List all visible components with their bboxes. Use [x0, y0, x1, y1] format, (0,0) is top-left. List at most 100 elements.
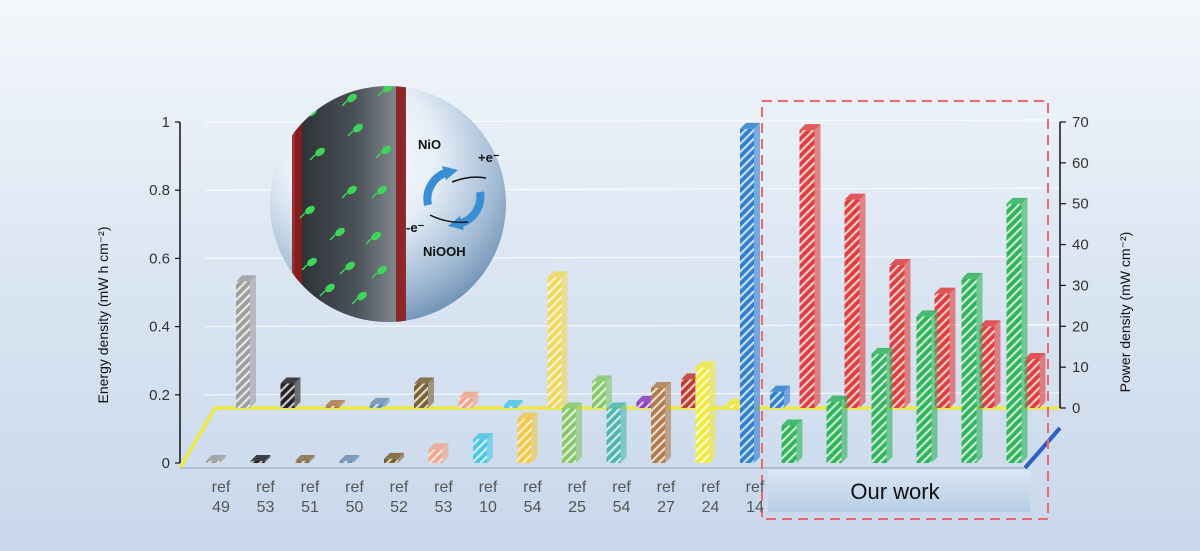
our-work-energy-bar	[1006, 197, 1028, 463]
left-axis-ticks: 0 0.2 0.4 0.6 0.8 1	[149, 114, 180, 472]
left-axis-title: Energy density (mW h cm⁻²)	[95, 227, 111, 404]
our-work-energy-bar	[871, 347, 893, 463]
energy-bar	[651, 381, 671, 463]
inset-sphere: NiO +e⁻ -e⁻ NiOOH	[270, 86, 506, 322]
energy-bar	[295, 454, 315, 463]
right-floor-edge	[1023, 426, 1062, 470]
electrode-red-right	[396, 86, 406, 322]
category-label-ref: ref	[390, 479, 409, 496]
ion-particle	[305, 205, 315, 215]
category-label-number: 54	[613, 499, 631, 516]
right-tick-label: 10	[1072, 359, 1089, 376]
power-bar	[414, 377, 434, 408]
category-label-number: 52	[390, 499, 408, 516]
left-tick-label: 0.8	[149, 182, 170, 199]
ion-particle	[345, 261, 355, 271]
left-tick-label: 0.2	[149, 387, 170, 404]
ion-particle	[347, 93, 357, 103]
ion-particle	[325, 283, 335, 293]
ion-tail	[341, 100, 348, 107]
inset-bottom-label: NiOOH	[423, 244, 466, 259]
category-label-ref: ref	[345, 479, 364, 496]
inset-plus-label: +e⁻	[478, 150, 500, 165]
ion-tail	[365, 238, 372, 245]
category-label-number: 49	[212, 499, 230, 516]
right-tick-label: 70	[1072, 114, 1089, 131]
inset-top-label: NiO	[418, 137, 441, 152]
category-label-number: 53	[257, 499, 275, 516]
right-axis-title: Power density (mW cm⁻²)	[1117, 232, 1133, 393]
category-label-number: 54	[524, 499, 542, 516]
category-label-number: 10	[479, 499, 497, 516]
ion-tail	[347, 130, 354, 137]
category-label-ref: ref	[434, 479, 453, 496]
category-label-ref: ref	[479, 479, 498, 496]
energy-bar	[250, 454, 271, 463]
category-label-ref: ref	[746, 479, 765, 496]
power-bar	[547, 271, 568, 408]
our-work-label-box	[768, 470, 1030, 512]
ion-tail	[371, 272, 378, 279]
category-label-ref: ref	[701, 479, 720, 496]
ion-particles	[299, 86, 393, 305]
right-tick-label: 40	[1072, 237, 1089, 254]
left-tick-label: 0.6	[149, 250, 170, 267]
our-work-power-bar	[889, 259, 911, 408]
our-work-energy-bar	[781, 419, 803, 463]
category-label-number: 51	[301, 499, 319, 516]
ion-tail	[377, 90, 384, 97]
energy-bar	[428, 443, 449, 463]
right-tick-label: 0	[1072, 400, 1080, 417]
category-label-ref: ref	[523, 479, 542, 496]
category-label-number: 50	[346, 499, 364, 516]
ion-tail	[351, 298, 358, 305]
ion-particle	[335, 227, 345, 237]
energy-bar	[206, 454, 226, 463]
power-bar	[369, 397, 390, 408]
ion-tail	[309, 154, 316, 161]
right-tick-label: 60	[1072, 155, 1089, 172]
energy-bar	[339, 454, 360, 463]
power-bar	[592, 375, 612, 408]
category-label-number: 53	[435, 499, 453, 516]
category-label-ref: ref	[612, 479, 631, 496]
ion-particle	[315, 147, 325, 157]
power-bar	[280, 377, 301, 408]
ion-particle	[381, 145, 391, 155]
right-tick-label: 50	[1072, 196, 1089, 213]
ion-tail	[341, 192, 348, 199]
our-work-power-bar	[934, 287, 956, 408]
power-bar	[770, 385, 790, 408]
our-work-power-bar	[1024, 352, 1046, 408]
ion-tail	[319, 290, 326, 297]
category-label-number: 14	[746, 499, 764, 516]
left-tick-label: 1	[162, 114, 170, 131]
ion-particle	[383, 86, 393, 93]
our-work-label: Our work	[850, 479, 940, 504]
power-bar	[325, 399, 345, 408]
our-work-power-bar	[844, 193, 866, 408]
power-bar	[458, 391, 479, 408]
ion-particle	[377, 185, 387, 195]
left-tick-label: 0.4	[149, 319, 170, 336]
energy-bar	[473, 433, 493, 463]
ion-tail	[375, 152, 382, 159]
ion-particle	[307, 257, 317, 267]
power-bar	[503, 399, 523, 408]
ion-particle	[357, 291, 367, 301]
right-axis-ticks: 0 10 20 30 40 50 60 70	[1060, 114, 1089, 417]
category-labels: ref 49 ref 53 ref 51 ref 50 ref 52 ref 53 ref 10 ref 54…	[212, 479, 765, 516]
category-label-number: 25	[568, 499, 586, 516]
energy-bar	[517, 412, 538, 463]
electrode-slab	[295, 86, 405, 322]
category-label-number: 27	[657, 499, 675, 516]
ion-particle	[347, 185, 357, 195]
redox-cycle-arrows-icon	[423, 166, 487, 230]
energy-bar	[740, 122, 760, 463]
ion-particle	[371, 231, 381, 241]
bar-series	[206, 122, 1046, 463]
electrode-red-left	[292, 86, 302, 322]
category-label-ref: ref	[568, 479, 587, 496]
